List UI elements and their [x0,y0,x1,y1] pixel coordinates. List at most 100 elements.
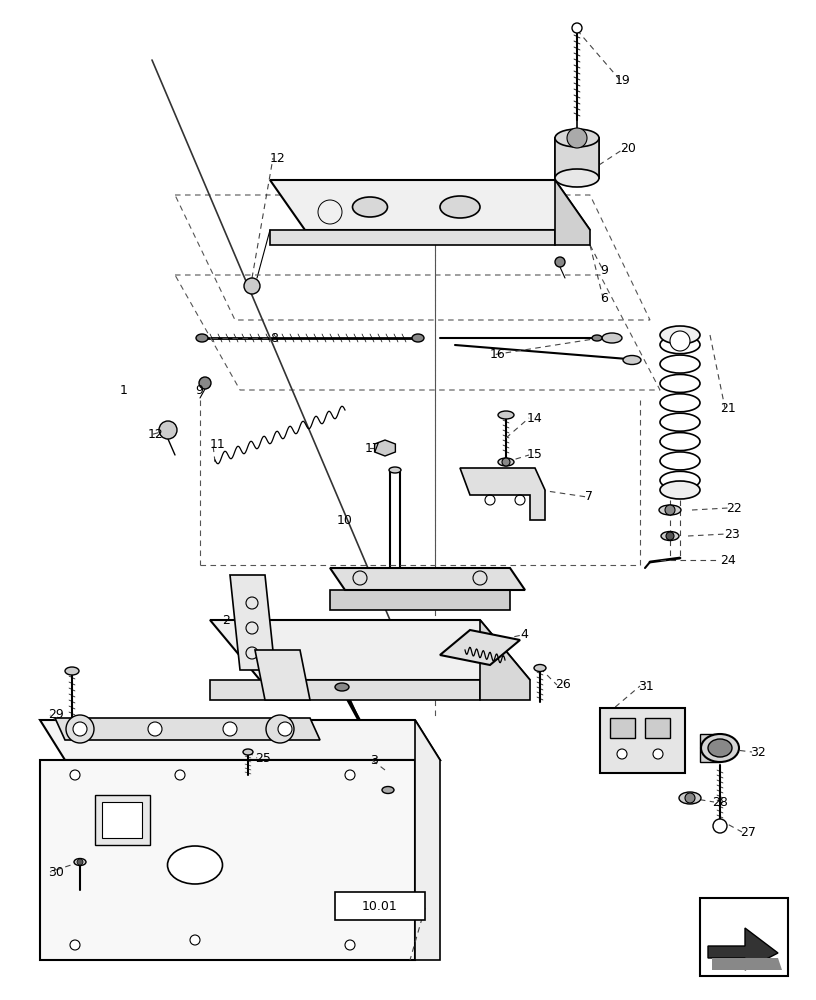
Text: 28: 28 [712,796,728,808]
Text: 4: 4 [520,629,528,642]
Ellipse shape [701,734,739,762]
Text: 31: 31 [638,680,654,692]
Ellipse shape [74,858,86,865]
Polygon shape [460,468,545,520]
Circle shape [567,128,587,148]
Text: 8: 8 [270,332,278,344]
Circle shape [345,940,355,950]
Circle shape [617,749,627,759]
Ellipse shape [335,683,349,691]
Text: 7: 7 [585,490,593,504]
Circle shape [159,421,177,439]
Ellipse shape [196,334,208,342]
Ellipse shape [660,481,700,499]
Circle shape [175,770,185,780]
Ellipse shape [498,458,514,466]
Polygon shape [330,568,525,590]
Polygon shape [555,180,590,245]
Text: 9: 9 [600,263,608,276]
Ellipse shape [167,846,223,884]
Ellipse shape [592,335,602,341]
Bar [600,708,685,773]
Bar [555,138,599,178]
Text: 24: 24 [720,554,736,566]
Ellipse shape [498,411,514,419]
Ellipse shape [708,739,732,757]
Bar [610,718,635,738]
Ellipse shape [555,129,599,147]
Text: 10.01: 10.01 [362,900,398,914]
Polygon shape [440,630,520,665]
Text: 6: 6 [600,292,608,304]
Circle shape [713,819,727,833]
Circle shape [666,532,674,540]
Polygon shape [270,180,590,230]
Ellipse shape [534,664,546,672]
Ellipse shape [389,467,401,473]
Bar [645,718,670,738]
Text: 12: 12 [148,428,164,442]
Circle shape [66,715,94,743]
Ellipse shape [661,532,679,540]
Polygon shape [708,928,778,970]
Polygon shape [55,718,320,740]
Text: 9: 9 [195,383,203,396]
Ellipse shape [659,505,681,515]
Ellipse shape [602,333,622,343]
Text: 10: 10 [337,514,353,526]
Text: 23: 23 [724,528,740,540]
Circle shape [266,715,294,743]
Bar [335,892,425,920]
Polygon shape [270,230,555,245]
Circle shape [244,278,260,294]
Bar [700,734,720,762]
Circle shape [73,722,87,736]
Circle shape [278,722,292,736]
Circle shape [70,770,80,780]
Circle shape [670,331,690,351]
Circle shape [572,23,582,33]
Ellipse shape [623,356,641,364]
Text: 19: 19 [615,74,631,87]
Polygon shape [210,620,530,680]
Circle shape [190,935,200,945]
Polygon shape [480,620,530,700]
Text: 25: 25 [255,752,271,764]
Circle shape [70,940,80,950]
Polygon shape [255,650,310,700]
Ellipse shape [660,326,700,344]
Ellipse shape [555,169,599,187]
Circle shape [555,257,565,267]
Circle shape [199,377,211,389]
Ellipse shape [412,334,424,342]
Text: 15: 15 [527,448,543,462]
Text: 21: 21 [720,401,736,414]
Polygon shape [712,958,782,970]
Text: 2: 2 [222,613,230,626]
Text: 27: 27 [740,826,756,838]
Bar [102,802,142,838]
Ellipse shape [353,197,388,217]
Text: 32: 32 [750,746,765,758]
Text: 20: 20 [620,141,636,154]
Polygon shape [40,720,440,760]
Circle shape [345,770,355,780]
Text: 12: 12 [270,151,286,164]
Text: 29: 29 [48,708,64,722]
Text: 11: 11 [210,438,226,452]
Circle shape [685,793,695,803]
Circle shape [653,749,663,759]
Text: 14: 14 [527,412,543,424]
Text: 26: 26 [555,678,570,692]
Polygon shape [415,720,440,960]
Polygon shape [330,590,510,610]
Ellipse shape [440,196,480,218]
Circle shape [148,722,162,736]
Text: 16: 16 [490,349,506,361]
Text: 22: 22 [726,502,742,514]
Circle shape [223,722,237,736]
Text: 1: 1 [120,383,128,396]
Bar [700,898,788,976]
Ellipse shape [679,792,701,804]
Ellipse shape [382,786,394,794]
